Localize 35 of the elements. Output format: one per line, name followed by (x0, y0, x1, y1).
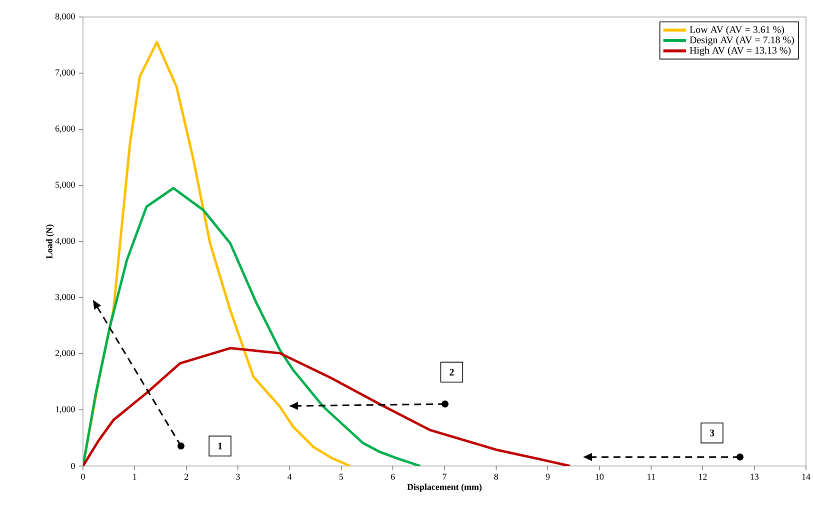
y-tick-label: 5,000 (56, 182, 75, 190)
line-series (83, 41, 352, 466)
legend-label: Low AV (AV = 3.61 %) (690, 26, 784, 35)
y-tick-label: 1,000 (56, 406, 75, 414)
x-tick-label: 8 (494, 474, 498, 480)
x-tick-label: 2 (184, 474, 188, 480)
y-tick-label: 8,000 (55, 13, 75, 21)
x-tick-label: 9 (546, 474, 550, 480)
y-tick-label: 3,000 (55, 294, 75, 302)
x-tick-label: 4 (288, 474, 292, 480)
y-tick-label: 6,000 (55, 126, 75, 133)
legend-label: Design AV (AV = 7.18 %) (690, 36, 794, 46)
x-tick-label: 0 (81, 474, 85, 480)
y-tick-label: 2,000 (55, 350, 75, 358)
x-tick-label: 12 (699, 474, 707, 480)
x-tick-label: 13 (750, 474, 759, 480)
annotation: 2 (450, 368, 454, 376)
x-tick-label: 14 (802, 474, 810, 480)
y-tick-label: 7,000 (56, 69, 75, 77)
line-series (83, 346, 572, 466)
x-tick-label: 3 (236, 474, 240, 480)
line-series (83, 186, 422, 466)
annotation: 3 (710, 430, 714, 436)
x-tick-label: 1 (133, 474, 136, 480)
x-tick-label: 7 (442, 474, 446, 480)
x-axis-title: Displacement (mm) (407, 484, 482, 492)
x-tick-label: 6 (391, 474, 395, 480)
y-tick-label: 4,000 (55, 238, 75, 246)
x-tick-label: 11 (648, 474, 655, 480)
annotation: 1 (218, 442, 222, 450)
legend-label: High AV (AV = 13.13 %) (690, 46, 791, 56)
x-tick-label: 10 (596, 474, 604, 480)
y-tick-label: 0 (71, 462, 75, 470)
x-tick-label: 5 (339, 474, 344, 480)
y-axis-title: Load (N) (46, 224, 54, 259)
